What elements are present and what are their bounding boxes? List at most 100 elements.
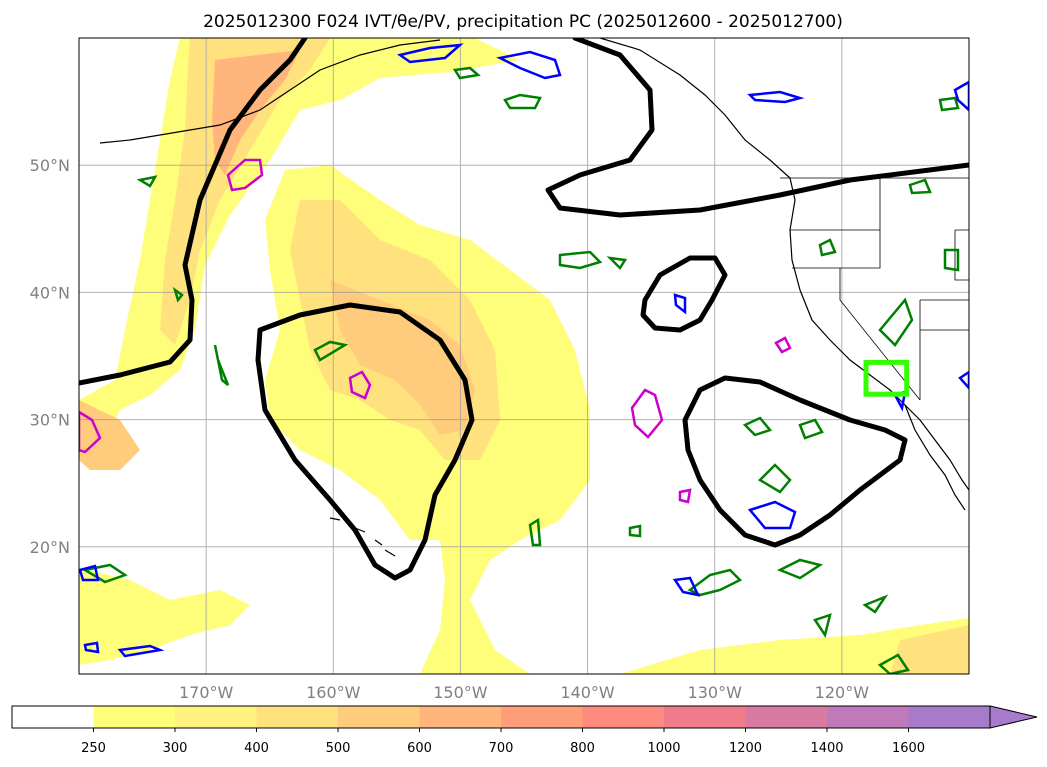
pv-blue-contours (79, 43, 969, 658)
pv-green-19 (943, 248, 960, 272)
pv-green-18 (908, 178, 932, 195)
colorbar-segment (419, 706, 501, 728)
coastline-north-america (599, 38, 969, 491)
pv-green-17 (818, 238, 837, 257)
pv-blue-1 (496, 50, 562, 80)
theta-e-contour-east-ring (640, 255, 728, 333)
pv-magenta-2 (348, 370, 372, 400)
theta-e-contour-central-low (255, 302, 475, 581)
pv-magenta-1 (226, 158, 264, 192)
theta-e-contours (79, 38, 969, 581)
lat-tick-label: 20°N (30, 538, 70, 557)
pv-blue-4 (953, 80, 969, 112)
ivt-southeast-band (620, 618, 969, 674)
lon-tick-label: 140°W (560, 683, 615, 702)
ivt-central-plume-core (330, 280, 475, 435)
lat-tick-label: 50°N (30, 156, 70, 175)
colorbar-segment (827, 706, 909, 728)
pv-green-7 (742, 416, 773, 437)
colorbar-segment (338, 706, 420, 728)
colorbar-segment (582, 706, 664, 728)
theta-e-contour-southeast-ring (682, 375, 908, 548)
pv-green-21 (528, 517, 542, 547)
colorbar-tick-label: 400 (244, 741, 269, 756)
pv-green-2 (452, 66, 481, 80)
border-california-north (792, 230, 881, 269)
pv-green-14 (877, 653, 911, 674)
pv-blue-5 (747, 500, 797, 530)
pv-green-24 (172, 286, 184, 303)
ivt-southwest-band (79, 568, 250, 665)
coastline-hawaii (329, 517, 396, 557)
pv-green-20 (628, 524, 642, 538)
lon-tick-label: 120°W (815, 683, 870, 702)
colorbar-segment (745, 706, 827, 728)
pv-green-9 (757, 463, 792, 494)
figure-title: 2025012300 F024 IVT/θe/PV, precipitation… (203, 12, 843, 32)
pv-blue-9 (83, 641, 100, 654)
colorbar-segment (501, 706, 583, 728)
coastlines (99, 38, 969, 557)
pv-magenta-6 (678, 488, 692, 504)
border-nevada-arizona (919, 299, 969, 400)
colorbar-tick-label: 500 (326, 741, 351, 756)
pv-green-13 (813, 613, 832, 639)
pv-magenta-5 (774, 336, 792, 354)
colorbar-tick-label: 800 (570, 741, 595, 756)
map-frame (78, 37, 970, 675)
colorbar-segment (12, 706, 94, 728)
pv-green-11 (776, 558, 824, 580)
pv-blue-8 (117, 644, 165, 658)
pv-green-12 (862, 594, 889, 614)
pv-magenta-4 (79, 410, 102, 454)
colorbar-tick-label: 600 (407, 741, 432, 756)
theta-e-contour-northwest (79, 38, 308, 386)
coastline-alaska (99, 39, 441, 144)
pv-blue-12 (958, 370, 969, 390)
pv-green-15 (878, 297, 914, 347)
colorbar-tick-label: 1600 (892, 741, 925, 756)
ivt-plume-northwest-max (212, 50, 300, 175)
colorbar-tick-label: 700 (489, 741, 514, 756)
lon-tick-label: 150°W (433, 683, 488, 702)
grid (79, 38, 969, 674)
lon-tick-label: 160°W (306, 683, 361, 702)
latitude-labels: 20°N 30°N 40°N 50°N (30, 156, 70, 557)
colorbar-segment (908, 706, 990, 728)
pv-green-23 (136, 175, 158, 188)
pv-green-6 (213, 344, 230, 386)
ivt-southeast-core (890, 625, 969, 674)
lat-tick-label: 40°N (30, 283, 70, 302)
longitude-labels: 170°W 160°W 150°W 140°W 130°W 120°W (179, 683, 869, 702)
colorbar-tick-label: 300 (163, 741, 188, 756)
pv-magenta-3 (630, 388, 664, 439)
colorbar-segment (93, 706, 175, 728)
pv-blue-7 (79, 564, 100, 582)
coastline-baja (904, 404, 966, 511)
pv-blue-2 (396, 43, 464, 64)
pv-green-contours (81, 66, 960, 674)
colorbar-tick-label: 250 (81, 741, 106, 756)
map-panel (78, 37, 970, 675)
pv-blue-3 (747, 90, 805, 104)
pv-magenta-contours (79, 158, 792, 504)
colorbar-tick-label: 1000 (647, 741, 680, 756)
pv-green-3 (558, 250, 603, 270)
pv-blue-6 (672, 576, 701, 597)
border-california-nevada (839, 268, 921, 401)
colorbar-tick-label: 1200 (729, 741, 762, 756)
lon-tick-label: 130°W (688, 683, 743, 702)
colorbar-segment (175, 706, 257, 728)
highlight-box (863, 359, 910, 397)
colorbar-tick-label: 1400 (810, 741, 843, 756)
pv-green-1 (503, 93, 542, 110)
pv-green-16 (938, 96, 960, 112)
colorbar-extend-arrow (989, 705, 1038, 729)
pv-green-4 (606, 256, 628, 270)
pv-green-5 (313, 340, 349, 362)
colorbar-segment (256, 706, 338, 728)
lat-tick-label: 30°N (30, 411, 70, 430)
pv-green-8 (798, 418, 824, 440)
lon-tick-label: 170°W (179, 683, 234, 702)
